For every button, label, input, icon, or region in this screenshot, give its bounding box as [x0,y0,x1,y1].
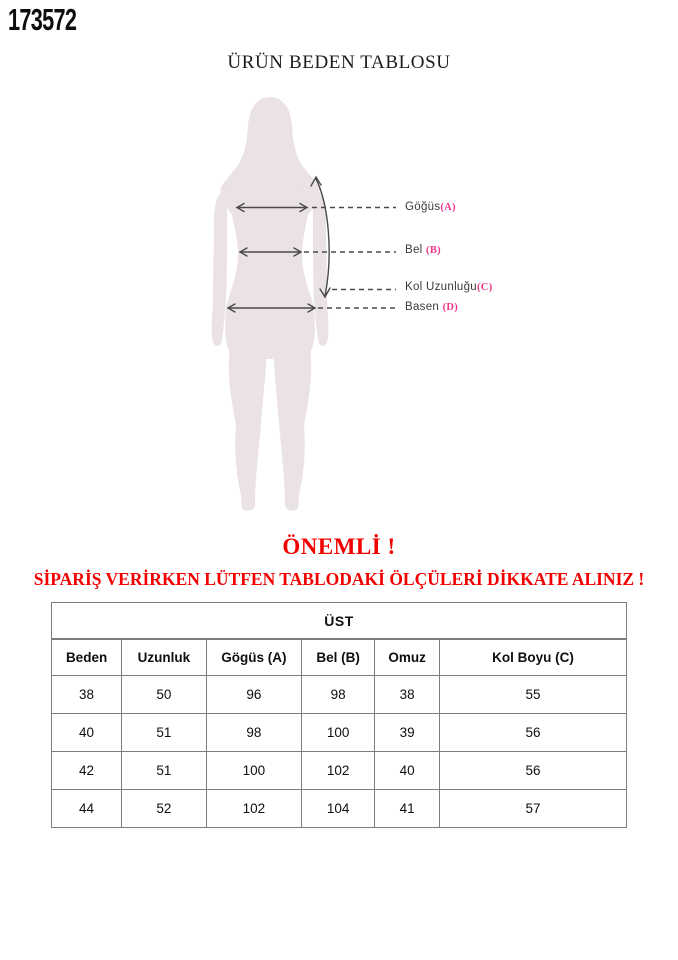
cell-omuz: 40 [374,751,441,790]
measure-code-b: (B) [426,245,441,256]
cell-bel: 100 [301,713,376,752]
cell-bel: 104 [301,789,376,828]
measure-label-hip-text: Basen [405,301,443,313]
measure-label-sleeve: Kol Uzunluğu(C) [405,281,493,294]
measurement-arrows [226,175,396,313]
cell-omuz: 38 [374,675,441,714]
size-diagram: Göğüs(A) Bel (B) Kol Uzunluğu(C) Basen (… [0,85,678,520]
important-message: SİPARİŞ VERİRKEN LÜTFEN TABLODAKİ ÖLÇÜLE… [33,569,645,589]
body-silhouette [211,97,329,511]
measure-code-a: (A) [440,202,456,213]
col-header-kol-boyu: Kol Boyu (C) [439,638,627,676]
cell-uzunluk: 52 [121,789,207,828]
measure-label-chest-text: Göğüs [405,201,441,213]
table-row: 44 52 102 104 41 57 [50,789,627,828]
important-heading: ÖNEMLİ ! [282,534,396,559]
col-header-omuz: Omuz [374,638,441,676]
cell-gogus: 96 [205,675,303,714]
cell-kol-boyu: 55 [439,675,627,714]
table-group-header: ÜST [51,602,627,640]
measure-label-waist-text: Bel [405,244,427,256]
measure-label-sleeve-text: Kol Uzunluğu [405,281,478,293]
measure-label-waist: Bel (B) [405,244,441,257]
cell-gogus: 100 [205,751,303,790]
table-row: 40 51 98 100 39 56 [50,713,627,752]
product-code: 173572 [8,2,77,37]
cell-gogus: 102 [205,789,303,828]
cell-beden: 42 [50,751,123,790]
measure-label-chest: Göğüs(A) [405,201,456,214]
cell-bel: 102 [301,751,376,790]
cell-gogus: 98 [205,713,303,752]
table-group-row: ÜST [51,602,627,640]
col-header-beden: Beden [50,638,123,676]
col-header-bel: Bel (B) [301,638,376,676]
cell-kol-boyu: 57 [439,789,627,828]
size-table: ÜST Beden Uzunluk Gögüs (A) Bel (B) Omuz… [50,602,627,828]
cell-omuz: 39 [374,713,441,752]
cell-uzunluk: 51 [121,751,207,790]
cell-uzunluk: 51 [121,713,207,752]
cell-beden: 38 [50,675,123,714]
table-header-row: Beden Uzunluk Gögüs (A) Bel (B) Omuz Kol… [50,638,627,676]
cell-bel: 98 [301,675,376,714]
cell-beden: 40 [50,713,123,752]
cell-kol-boyu: 56 [439,751,627,790]
cell-kol-boyu: 56 [439,713,627,752]
measure-code-d: (D) [442,302,459,313]
page-title: ÜRÜN BEDEN TABLOSU [227,52,451,73]
measure-label-hip: Basen (D) [405,301,458,314]
table-row: 42 51 100 102 40 56 [50,751,627,790]
table-row: 38 50 96 98 38 55 [50,675,627,714]
cell-beden: 44 [50,789,123,828]
body-silhouette-figure [211,97,396,511]
col-header-uzunluk: Uzunluk [121,638,207,676]
cell-uzunluk: 50 [121,675,207,714]
measure-code-c: (C) [477,282,493,293]
col-header-gogus: Gögüs (A) [205,638,303,676]
cell-omuz: 41 [374,789,441,828]
